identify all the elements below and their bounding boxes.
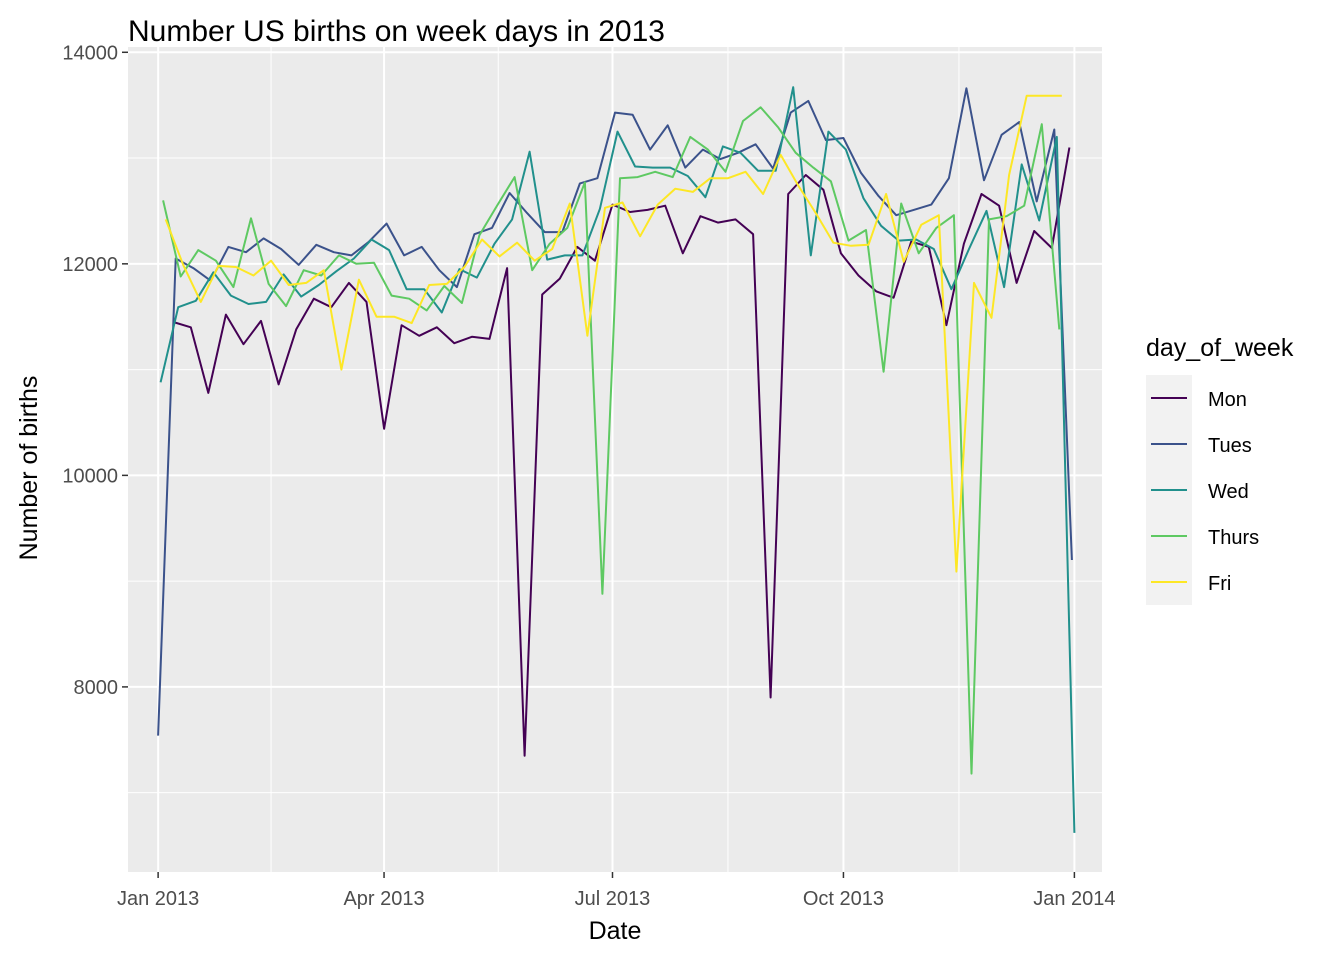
- legend-title: day_of_week: [1146, 334, 1294, 362]
- series-line-thurs: [162, 106, 1061, 775]
- legend-label-fri: Fri: [1208, 573, 1231, 595]
- legend-items: Mon Tues Wed Thurs Fri: [1151, 389, 1259, 595]
- legend-label-thurs: Thurs: [1208, 527, 1259, 549]
- y-tick-label: 14000: [62, 42, 118, 64]
- x-tick-label: Jan 2014: [1033, 888, 1115, 910]
- series-line-tues: [157, 87, 1073, 736]
- series-layer: [157, 86, 1076, 833]
- x-tick-label: Apr 2013: [343, 888, 424, 910]
- y-tick-label: 12000: [62, 254, 118, 276]
- legend-label-wed: Wed: [1208, 481, 1249, 503]
- series-line-mon: [172, 147, 1071, 757]
- series-line-wed: [159, 86, 1076, 833]
- chart-title: Number US births on week days in 2013: [128, 15, 665, 48]
- legend-label-mon: Mon: [1208, 389, 1247, 411]
- x-tick-label: Oct 2013: [803, 888, 884, 910]
- series-line-fri: [164, 94, 1062, 573]
- y-tick-label: 8000: [74, 677, 119, 699]
- axis-layer: Jan 2013 Apr 2013 Jul 2013 Oct 2013 Jan 2014…: [62, 42, 1115, 910]
- x-tick-label: Jan 2013: [117, 888, 199, 910]
- x-tick-label: Jul 2013: [575, 888, 651, 910]
- y-axis-title: Number of births: [15, 376, 43, 561]
- legend-label-tues: Tues: [1208, 435, 1252, 457]
- plot-panel: [128, 47, 1102, 872]
- legend: day_of_week Mon Tues Wed Thurs Fri: [1146, 334, 1294, 605]
- y-tick-label: 10000: [62, 465, 118, 487]
- x-axis-title: Date: [589, 917, 642, 945]
